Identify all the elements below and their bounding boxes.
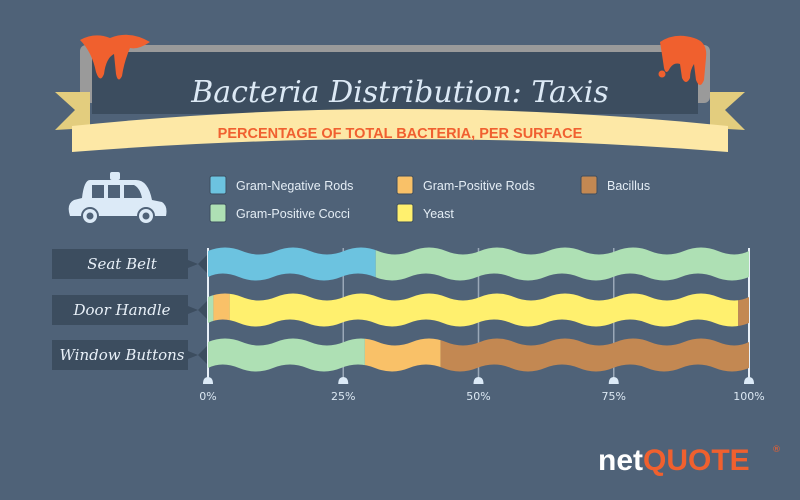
category-label: Door Handle [73, 301, 171, 319]
tick-label: 100% [733, 390, 764, 403]
logo-mark: ® [772, 445, 781, 455]
paint-drip-right [660, 35, 707, 85]
tick-marker [608, 377, 619, 384]
tick-label: 25% [331, 390, 355, 403]
bar-segment [229, 293, 739, 327]
tick-label: 50% [466, 390, 490, 403]
bar-segment [440, 338, 749, 372]
legend-label: Gram-Negative Rods [236, 179, 353, 193]
chart-title: Bacteria Distribution: Taxis [190, 75, 609, 110]
category-label: Window Buttons [60, 346, 185, 364]
bar-segment [364, 338, 441, 372]
tag-pointer [198, 255, 207, 273]
logo-quote: QUOTE [643, 444, 750, 477]
logo-net: net [598, 444, 643, 477]
legend-label: Yeast [423, 207, 454, 221]
legend: Gram-Negative Rods Gram-Positive Rods Baci… [209, 175, 650, 223]
tick-label: 0% [199, 390, 216, 403]
legend-swatch [580, 175, 598, 195]
legend-swatch [209, 203, 227, 223]
bar-segment [208, 247, 376, 281]
tag-pointer [198, 301, 207, 319]
taxi-icon [68, 172, 167, 225]
x-axis: 0% 25% 50% 75% 100% [199, 377, 765, 403]
legend-swatch [396, 175, 414, 195]
svg-text:netQUOTE: netQUOTE [598, 444, 750, 477]
netquote-logo: netQUOTE ® [598, 444, 781, 477]
tag-pointer [198, 346, 207, 364]
paint-drip-left [80, 34, 150, 80]
bar-segment [738, 293, 749, 327]
tick-marker [473, 377, 484, 384]
bar-segment [213, 293, 230, 327]
legend-label: Bacillus [607, 179, 650, 193]
bars [208, 247, 749, 372]
tick-marker [744, 377, 754, 384]
legend-label: Gram-Positive Rods [423, 179, 535, 193]
category-tag [52, 295, 198, 325]
bar-segment [208, 338, 365, 372]
bar-segment [208, 293, 214, 327]
category-tag [52, 340, 198, 370]
title-banner [55, 34, 745, 152]
tick-marker [338, 377, 349, 384]
bar-segment [375, 247, 749, 281]
category-tag [52, 249, 198, 279]
legend-swatch [209, 175, 227, 195]
tick-marker [203, 377, 213, 384]
legend-label: Gram-Positive Cocci [236, 207, 350, 221]
chart-subtitle: PERCENTAGE OF TOTAL BACTERIA, PER SURFAC… [218, 126, 583, 142]
legend-swatch [396, 203, 414, 223]
category-labels: Seat Belt Door Handle Window Buttons [52, 249, 207, 370]
category-label: Seat Belt [87, 255, 158, 273]
tick-label: 75% [602, 390, 626, 403]
